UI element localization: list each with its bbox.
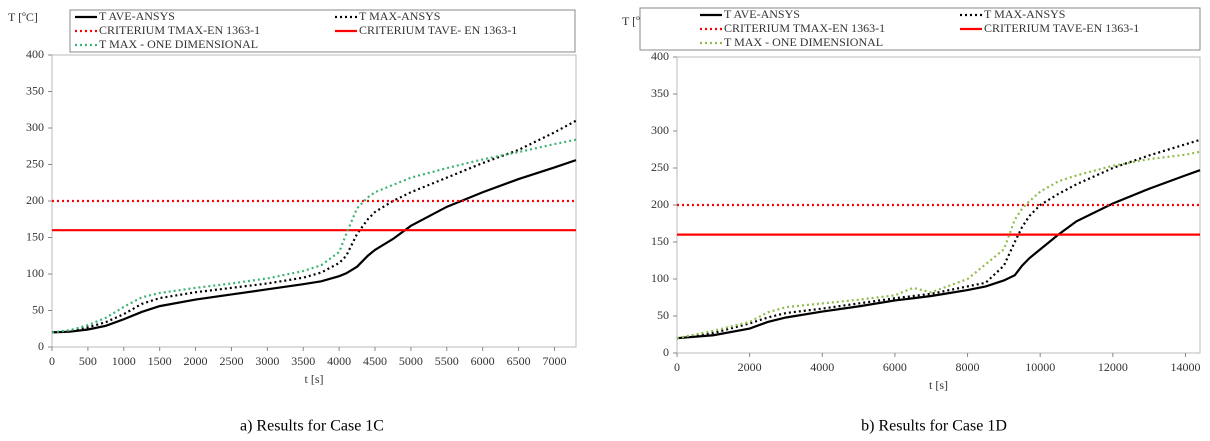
y-tick-label: 100 [26,266,44,280]
legend-label: T MAX - ONE DIMENSIONAL [724,35,883,49]
x-tick-label: 0 [674,360,680,374]
x-tick-label: 6500 [507,354,531,368]
series-line [51,119,577,334]
y-tick-label: 400 [26,47,44,61]
x-tick-label: 1000 [112,354,136,368]
x-tick-label: 1500 [148,354,172,368]
y-tick-label: 50 [657,308,669,322]
y-tick-label: 300 [651,123,669,137]
y-tick-label: 150 [651,234,669,248]
legend-box [69,9,576,53]
legend-label: T MAX-ANSYS [984,7,1065,21]
y-tick-label: 200 [26,193,44,207]
x-tick-label: 4000 [327,354,351,368]
x-tick-label: 2500 [219,354,243,368]
caption: a) Results for Case 1C [240,418,384,435]
y-tick-label: 250 [651,160,669,174]
legend-label: CRITERIUM TAVE- EN 1363-1 [359,23,517,37]
x-axis-title: t [s] [305,372,324,386]
x-tick-label: 5500 [435,354,459,368]
x-tick-label: 2000 [738,360,762,374]
x-tick-label: 14000 [1170,360,1200,374]
legend-label: T MAX - ONE DIMENSIONAL [99,37,258,51]
series-line [676,169,1201,340]
x-tick-label: 6000 [883,360,907,374]
x-tick-label: 2000 [184,354,208,368]
x-axis-title: t [s] [929,378,948,392]
y-tick-label: 300 [26,120,44,134]
legend-label: T MAX-ANSYS [359,9,440,23]
x-tick-label: 7000 [542,354,566,368]
y-tick-label: 400 [651,49,669,63]
caption: b) Results for Case 1D [861,418,1007,435]
legend-box [639,7,1201,51]
y-tick-label: 350 [26,83,44,97]
x-tick-label: 3000 [255,354,279,368]
y-tick-label: 0 [38,339,44,353]
series-line [51,138,577,334]
y-tick-label: 350 [651,86,669,100]
legend-label: CRITERIUM TAVE-EN 1363-1 [984,21,1139,35]
y-tick-label: 50 [32,302,44,316]
x-tick-label: 5000 [399,354,423,368]
y-tick-label: 150 [26,229,44,243]
x-tick-label: 8000 [956,360,980,374]
x-tick-label: 4000 [810,360,834,374]
y-tick-label: 0 [663,345,669,359]
series-line [51,159,577,334]
series-line [676,138,1201,340]
legend-label: T AVE-ANSYS [99,9,175,23]
x-tick-label: 4500 [363,354,387,368]
y-tick-label: 200 [651,197,669,211]
x-tick-label: 12000 [1098,360,1128,374]
x-tick-label: 500 [79,354,97,368]
y-tick-label: 250 [26,156,44,170]
legend-label: T AVE-ANSYS [724,7,800,21]
x-tick-label: 6000 [471,354,495,368]
y-tick-label: 100 [651,271,669,285]
x-tick-label: 3500 [291,354,315,368]
x-tick-label: 10000 [1025,360,1055,374]
series-line [676,150,1201,340]
y-axis-title: T [ºC] [8,10,38,24]
x-tick-label: 0 [49,354,55,368]
legend-label: CRITERIUM TMAX-EN 1363-1 [99,23,260,37]
legend-label: CRITERIUM TMAX-EN 1363-1 [724,21,885,35]
